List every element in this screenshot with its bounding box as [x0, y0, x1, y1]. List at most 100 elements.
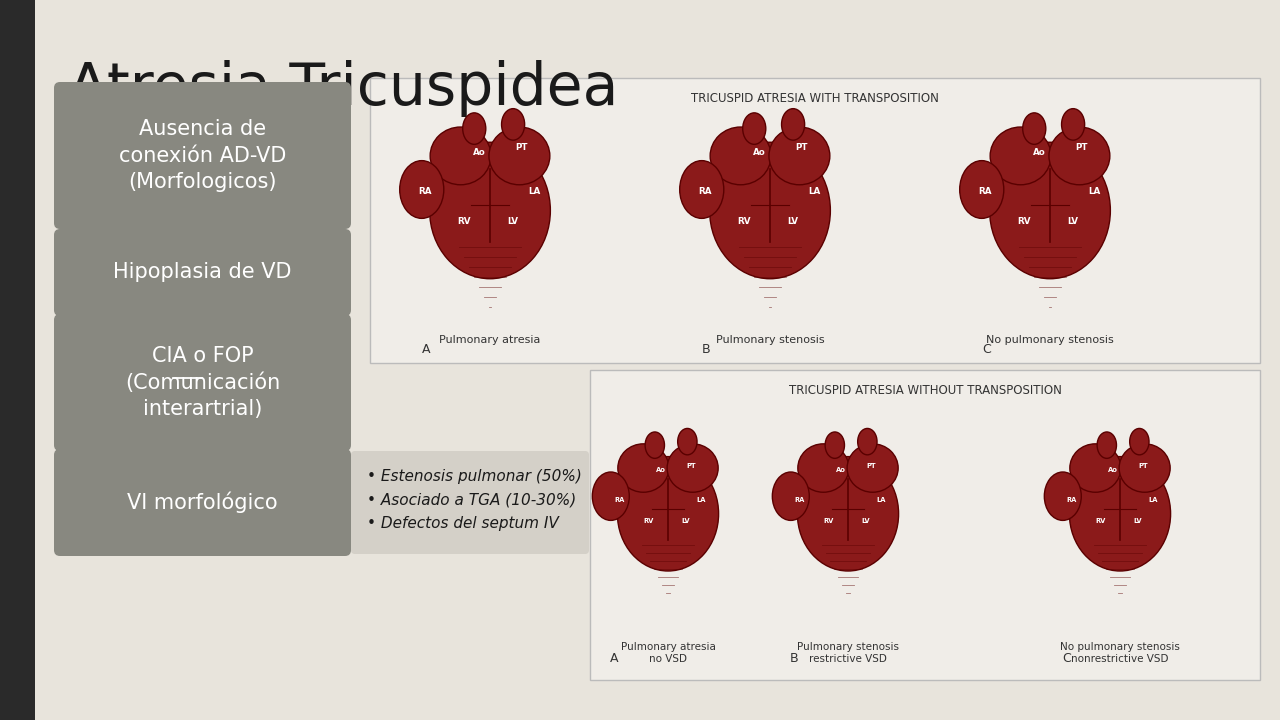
Text: B: B [790, 652, 799, 665]
Ellipse shape [960, 161, 1004, 218]
Text: Pulmonary stenosis
restrictive VSD: Pulmonary stenosis restrictive VSD [797, 642, 899, 665]
Bar [590, 370, 1260, 680]
Text: B: B [701, 343, 710, 356]
Ellipse shape [1069, 456, 1171, 571]
Ellipse shape [769, 127, 829, 185]
Ellipse shape [1097, 432, 1116, 459]
Text: Ao: Ao [836, 467, 846, 473]
Text: No pulmonary stenosis
nonrestrictive VSD: No pulmonary stenosis nonrestrictive VSD [1060, 642, 1180, 665]
FancyBboxPatch shape [54, 449, 351, 556]
Ellipse shape [489, 127, 550, 185]
Ellipse shape [502, 109, 525, 140]
Text: RA: RA [419, 187, 431, 196]
Text: Ausencia de
conexión AD-VD
(Morfologicos): Ausencia de conexión AD-VD (Morfologicos… [119, 119, 287, 192]
Text: PT: PT [795, 143, 808, 152]
Text: Hipoplasia de VD: Hipoplasia de VD [113, 263, 292, 282]
Text: LA: LA [527, 187, 540, 196]
Ellipse shape [1119, 444, 1170, 492]
Ellipse shape [462, 113, 486, 144]
Ellipse shape [618, 444, 669, 492]
Ellipse shape [399, 161, 444, 218]
Text: No pulmonary stenosis: No pulmonary stenosis [986, 335, 1114, 345]
Text: PT: PT [686, 463, 696, 469]
Text: LA: LA [808, 187, 820, 196]
Text: LV: LV [861, 518, 870, 524]
Ellipse shape [645, 432, 664, 459]
Ellipse shape [677, 428, 698, 455]
Ellipse shape [1048, 127, 1110, 185]
Ellipse shape [989, 143, 1110, 279]
Text: RA: RA [795, 497, 805, 503]
Ellipse shape [797, 444, 849, 492]
Text: LV: LV [787, 217, 799, 225]
Ellipse shape [1061, 109, 1084, 140]
Ellipse shape [782, 109, 805, 140]
Text: LV: LV [1068, 217, 1079, 225]
Ellipse shape [772, 472, 809, 521]
Text: RV: RV [737, 217, 750, 225]
FancyBboxPatch shape [351, 451, 589, 554]
FancyBboxPatch shape [54, 314, 351, 451]
Text: RA: RA [978, 187, 992, 196]
Text: LV: LV [681, 518, 690, 524]
Ellipse shape [430, 143, 550, 279]
Ellipse shape [826, 432, 845, 459]
Ellipse shape [1070, 444, 1121, 492]
Text: PT: PT [867, 463, 876, 469]
Text: LV: LV [508, 217, 518, 225]
Text: LA: LA [1148, 497, 1158, 503]
Text: RV: RV [644, 518, 654, 524]
Text: RV: RV [1096, 518, 1106, 524]
Text: C: C [982, 343, 991, 356]
Ellipse shape [991, 127, 1051, 185]
Text: RV: RV [823, 518, 833, 524]
Text: C: C [1062, 652, 1071, 665]
Text: Ao: Ao [657, 467, 666, 473]
Text: • Estenosis pulmonar (50%)
• Asociado a TGA (10-30%)
• Defectos del septum IV: • Estenosis pulmonar (50%) • Asociado a … [367, 469, 582, 531]
Text: PT: PT [1138, 463, 1148, 469]
Ellipse shape [847, 444, 899, 492]
Text: Ao: Ao [1033, 148, 1046, 157]
Text: Ao: Ao [1108, 467, 1117, 473]
Text: Atresia Tricuspidea: Atresia Tricuspidea [68, 60, 618, 117]
Bar [0, 0, 35, 720]
Text: A: A [611, 652, 618, 665]
Ellipse shape [667, 444, 718, 492]
Text: PT: PT [1075, 143, 1088, 152]
Ellipse shape [1023, 113, 1046, 144]
Ellipse shape [617, 456, 718, 571]
Ellipse shape [710, 127, 771, 185]
Ellipse shape [709, 143, 831, 279]
Ellipse shape [593, 472, 630, 521]
Text: A: A [422, 343, 430, 356]
Text: PT: PT [516, 143, 527, 152]
Text: LA: LA [696, 497, 707, 503]
Text: CIA o FOP
(Comunicación
interartrial): CIA o FOP (Comunicación interartrial) [125, 346, 280, 419]
Text: Pulmonary atresia
no VSD: Pulmonary atresia no VSD [621, 642, 716, 665]
Ellipse shape [1044, 472, 1082, 521]
Ellipse shape [858, 428, 877, 455]
Text: Pulmonary atresia: Pulmonary atresia [439, 335, 540, 345]
Text: RV: RV [1018, 217, 1030, 225]
Text: LA: LA [1088, 187, 1101, 196]
FancyBboxPatch shape [54, 229, 351, 316]
Text: LV: LV [1133, 518, 1142, 524]
Text: TRICUSPID ATRESIA WITH TRANSPOSITION: TRICUSPID ATRESIA WITH TRANSPOSITION [691, 92, 940, 105]
Ellipse shape [742, 113, 765, 144]
Text: Ao: Ao [474, 148, 486, 157]
Text: RA: RA [614, 497, 625, 503]
Text: Pulmonary stenosis: Pulmonary stenosis [716, 335, 824, 345]
Ellipse shape [430, 127, 492, 185]
Ellipse shape [680, 161, 723, 218]
Text: RA: RA [698, 187, 712, 196]
Ellipse shape [1130, 428, 1149, 455]
Text: RV: RV [457, 217, 471, 225]
FancyBboxPatch shape [54, 82, 351, 229]
Text: LA: LA [877, 497, 886, 503]
Text: TRICUSPID ATRESIA WITHOUT TRANSPOSITION: TRICUSPID ATRESIA WITHOUT TRANSPOSITION [788, 384, 1061, 397]
Text: Ao: Ao [753, 148, 765, 157]
Text: VI morfológico: VI morfológico [127, 492, 278, 513]
Ellipse shape [797, 456, 899, 571]
Bar [370, 78, 1260, 363]
Text: RA: RA [1066, 497, 1076, 503]
